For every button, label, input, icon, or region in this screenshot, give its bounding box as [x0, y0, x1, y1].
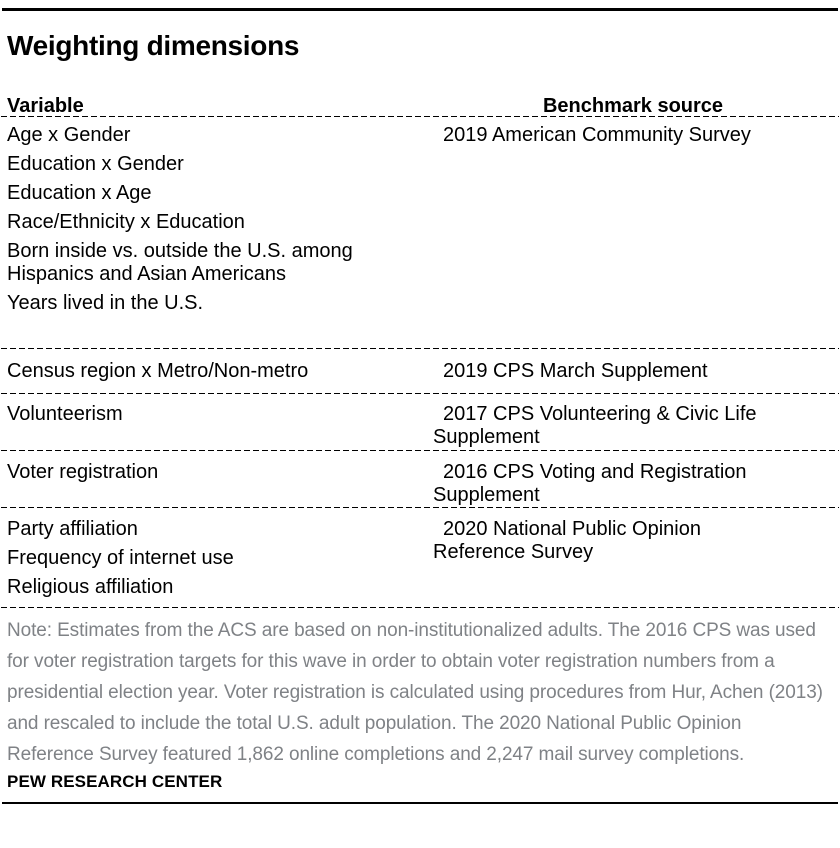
benchmark-source-text: 2019 American Community Survey — [443, 124, 751, 146]
benchmark-source-text: 2019 CPS March Supplement — [443, 360, 708, 382]
benchmark-source-cell: 2019 CPS March Supplement — [433, 360, 833, 383]
variable-cell: Party affiliation Frequency of internet u… — [7, 518, 433, 599]
variable-item: Years lived in the U.S. — [7, 292, 204, 314]
table-row-group: Voter registration 2016 CPS Voting and R… — [7, 451, 833, 507]
row-separator — [1, 507, 839, 508]
benchmark-source-cell: 2019 American Community Survey — [433, 124, 833, 315]
table-row-group: Volunteerism 2017 CPS Volunteering & Civ… — [7, 394, 833, 450]
benchmark-source-text: 2020 National Public Opinion Reference S… — [433, 518, 701, 563]
variable-item: Born inside vs. outside the U.S. among H… — [7, 240, 353, 285]
column-header-variable: Variable — [7, 95, 84, 117]
table-header-row: Variable Benchmark source — [7, 96, 833, 116]
benchmark-source-cell: 2017 CPS Volunteering & Civic Life Suppl… — [433, 403, 833, 449]
row-separator — [1, 607, 839, 608]
header-separator — [1, 116, 839, 117]
variable-cell: Voter registration — [7, 461, 433, 507]
source-attribution: PEW RESEARCH CENTER — [7, 772, 223, 791]
column-header-benchmark-source: Benchmark source — [542, 95, 724, 117]
variable-cell: Census region x Metro/Non-metro — [7, 360, 433, 383]
table-body: Age x Gender Education x Gender Education … — [0, 117, 840, 608]
weighting-dimensions-figure: Weighting dimensions Variable Benchmark … — [0, 8, 840, 848]
table-row-group: Census region x Metro/Non-metro 2019 CPS… — [7, 349, 833, 393]
figure-note: Note: Estimates from the ACS are based o… — [7, 620, 823, 765]
table-row-group: Party affiliation Frequency of internet u… — [7, 508, 833, 607]
benchmark-source-text: 2017 CPS Volunteering & Civic Life Suppl… — [433, 403, 757, 448]
variable-item: Education x Gender — [7, 153, 184, 175]
benchmark-source-cell: 2016 CPS Voting and Registration Supplem… — [433, 461, 833, 507]
variable-item: Frequency of internet use — [7, 547, 234, 569]
variable-item: Volunteerism — [7, 403, 123, 425]
variable-cell: Age x Gender Education x Gender Education … — [7, 124, 433, 315]
table-row-group: Age x Gender Education x Gender Education … — [7, 117, 833, 348]
bottom-rule — [2, 802, 838, 804]
variable-item: Education x Age — [7, 182, 152, 204]
variable-item: Age x Gender — [7, 124, 131, 146]
row-separator — [1, 348, 839, 349]
variable-cell: Volunteerism — [7, 403, 433, 449]
variable-item: Race/Ethnicity x Education — [7, 211, 245, 233]
variable-item: Religious affiliation — [7, 576, 174, 598]
benchmark-source-cell: 2020 National Public Opinion Reference S… — [433, 518, 833, 599]
variable-item: Voter registration — [7, 461, 159, 483]
figure-title: Weighting dimensions — [7, 30, 300, 61]
top-rule — [2, 8, 838, 11]
benchmark-source-text: 2016 CPS Voting and Registration Supplem… — [433, 461, 747, 506]
variable-item: Party affiliation — [7, 518, 138, 540]
row-separator — [1, 450, 839, 451]
variable-item: Census region x Metro/Non-metro — [7, 360, 309, 382]
row-separator — [1, 393, 839, 394]
